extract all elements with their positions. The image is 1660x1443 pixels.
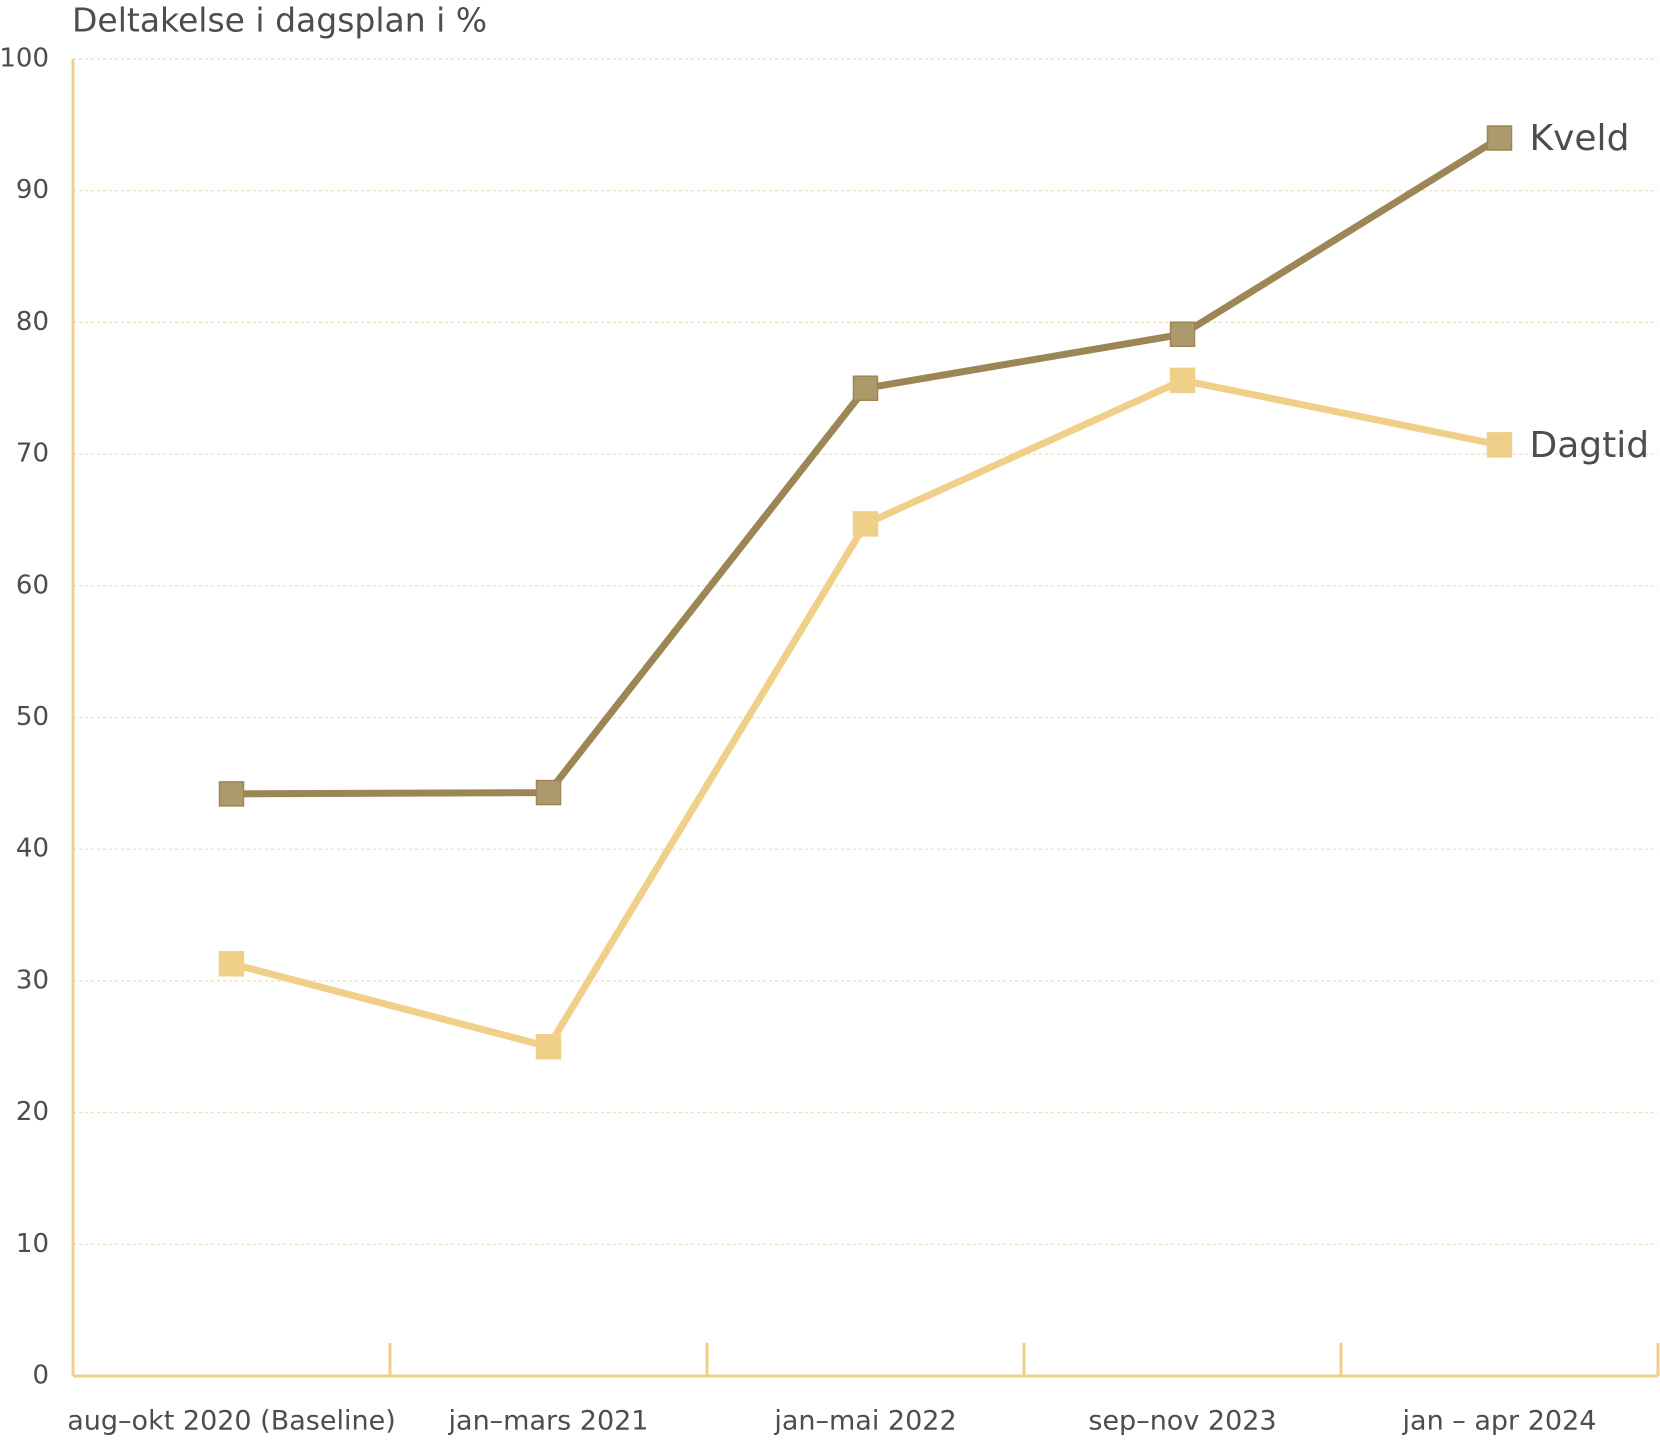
marker xyxy=(852,511,879,537)
series-line xyxy=(230,376,1501,1051)
x-tick-label: aug–okt 2020 (Baseline) xyxy=(67,1406,395,1437)
y-tick-label: 100 xyxy=(0,44,49,74)
y-tick-label: 30 xyxy=(16,965,49,995)
x-tick-label: jan–mai 2022 xyxy=(773,1406,956,1437)
marker xyxy=(535,1034,562,1060)
y-tick-label: 10 xyxy=(16,1229,49,1259)
y-tick-label: 20 xyxy=(16,1097,49,1127)
marker xyxy=(1486,125,1513,151)
series-label: Kveld xyxy=(1530,118,1630,159)
y-tick-label: 60 xyxy=(16,570,49,600)
y-tick-label: 0 xyxy=(32,1361,49,1391)
y-axis-label: Deltakelse i dagsplan i % xyxy=(72,1,487,40)
marker xyxy=(852,375,879,401)
series-line xyxy=(231,135,1502,798)
marker xyxy=(1169,321,1196,348)
y-tick-label: 90 xyxy=(16,175,49,205)
marker xyxy=(1169,367,1196,394)
marker xyxy=(1486,432,1513,458)
marker xyxy=(218,781,245,807)
y-tick-label: 40 xyxy=(16,834,49,864)
marker xyxy=(218,951,245,977)
y-tick-label: 50 xyxy=(16,702,49,732)
marker xyxy=(535,779,562,806)
series-label: Dagtid xyxy=(1530,425,1650,466)
x-tick-label: jan – apr 2024 xyxy=(1402,1406,1597,1437)
y-tick-label: 70 xyxy=(16,439,49,469)
y-tick-label: 80 xyxy=(16,307,49,337)
x-tick-label: jan–mars 2021 xyxy=(448,1406,649,1437)
x-tick-label: sep–nov 2023 xyxy=(1088,1406,1276,1437)
